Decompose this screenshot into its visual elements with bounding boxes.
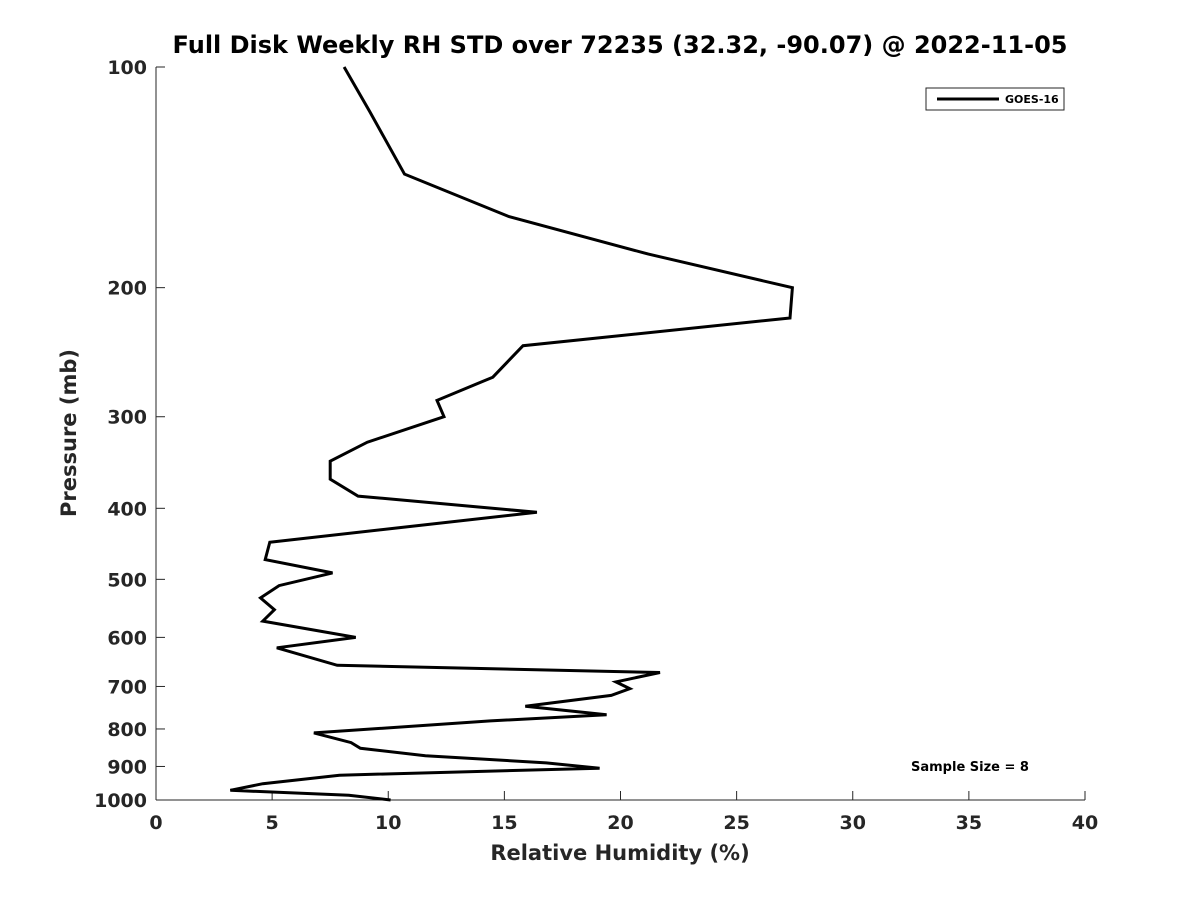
x-tick-label: 35 — [956, 812, 982, 834]
y-tick-label: 1000 — [94, 790, 147, 812]
plot-area — [156, 67, 1085, 800]
legend-label: GOES-16 — [1005, 93, 1059, 106]
x-tick-label: 30 — [840, 812, 866, 834]
x-axis-label: Relative Humidity (%) — [490, 841, 749, 865]
sample-size-annotation: Sample Size = 8 — [911, 760, 1029, 775]
y-tick-label: 600 — [107, 627, 147, 649]
y-tick-label: 200 — [107, 278, 147, 300]
x-tick-label: 20 — [607, 812, 633, 834]
x-ticks: 0 5 10 15 20 25 30 35 40 — [149, 791, 1098, 834]
x-tick-label: 10 — [375, 812, 401, 834]
y-tick-label: 400 — [107, 498, 147, 520]
x-tick-label: 25 — [723, 812, 749, 834]
chart-title: Full Disk Weekly RH STD over 72235 (32.3… — [173, 31, 1068, 59]
series-layer — [230, 66, 794, 802]
x-tick-label: 0 — [149, 812, 162, 834]
x-tick-label: 40 — [1072, 812, 1098, 834]
y-tick-label: 700 — [107, 676, 147, 698]
series-line-goes-16 — [230, 66, 794, 802]
legend: GOES-16 — [925, 87, 1065, 111]
y-tick-label: 100 — [107, 57, 147, 79]
y-tick-label: 900 — [107, 756, 147, 778]
y-axis-label: Pressure (mb) — [57, 349, 81, 517]
x-tick-label: 5 — [266, 812, 279, 834]
y-tick-label: 800 — [107, 719, 147, 741]
x-tick-label: 15 — [491, 812, 517, 834]
y-tick-label: 300 — [107, 407, 147, 429]
y-tick-label: 500 — [107, 569, 147, 591]
y-ticks: 100 200 300 400 500 600 700 800 900 1000 — [94, 57, 165, 812]
